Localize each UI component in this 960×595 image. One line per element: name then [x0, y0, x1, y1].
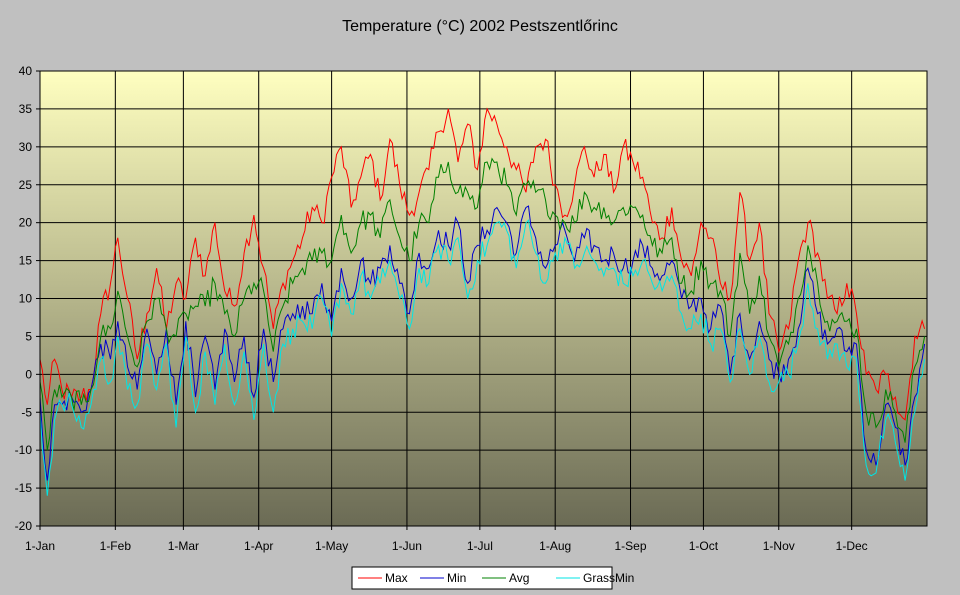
x-tick-label: 1-May [315, 539, 348, 553]
y-tick-label: 20 [19, 216, 33, 230]
y-tick-label: -15 [15, 481, 33, 495]
x-tick-label: 1-Apr [244, 539, 273, 553]
y-tick-label: -5 [21, 405, 32, 419]
series-line-avg [39, 157, 926, 451]
y-tick-label: 35 [19, 102, 33, 116]
series-line-max [39, 107, 926, 421]
x-tick-label: 1-Dec [836, 539, 868, 553]
y-tick-label: 5 [25, 329, 32, 343]
x-tick-label: 1-Jul [467, 539, 493, 553]
y-tick-label: 30 [19, 140, 33, 154]
legend-label: Min [447, 571, 466, 585]
x-tick-label: 1-Feb [100, 539, 132, 553]
y-tick-label: 10 [19, 292, 33, 306]
y-tick-label: 0 [25, 367, 32, 381]
x-tick-label: 1-Sep [615, 539, 647, 553]
y-tick-label: 40 [19, 64, 33, 78]
x-tick-label: 1-Jun [392, 539, 422, 553]
y-tick-label: 15 [19, 254, 33, 268]
x-tick-label: 1-Mar [168, 539, 199, 553]
legend-label: Max [385, 571, 408, 585]
legend-label: Avg [509, 571, 529, 585]
series-lines [39, 107, 926, 496]
chart-title: Temperature (°C) 2002 Pestszentlőrinc [342, 18, 618, 35]
x-tick-label: 1-Aug [539, 539, 571, 553]
y-axis-ticks: -20 -15 -10 -5 0 5 10 15 20 25 30 35 40 [15, 64, 40, 533]
x-axis-ticks: 1-Jan 1-Feb 1-Mar 1-Apr 1-May 1-Jun 1-Jul 1-Aug… [25, 526, 868, 553]
series-line-grassmin [39, 219, 926, 496]
y-tick-label: -10 [15, 443, 33, 457]
y-tick-label: 25 [19, 178, 33, 192]
x-tick-label: 1-Oct [689, 539, 719, 553]
y-tick-label: -20 [15, 519, 33, 533]
legend-label: GrassMin [583, 571, 634, 585]
x-tick-label: 1-Nov [763, 539, 795, 553]
legend: Max Min Avg GrassMin [351, 566, 634, 590]
x-tick-label: 1-Jan [25, 539, 55, 553]
grid-lines [39, 70, 927, 527]
